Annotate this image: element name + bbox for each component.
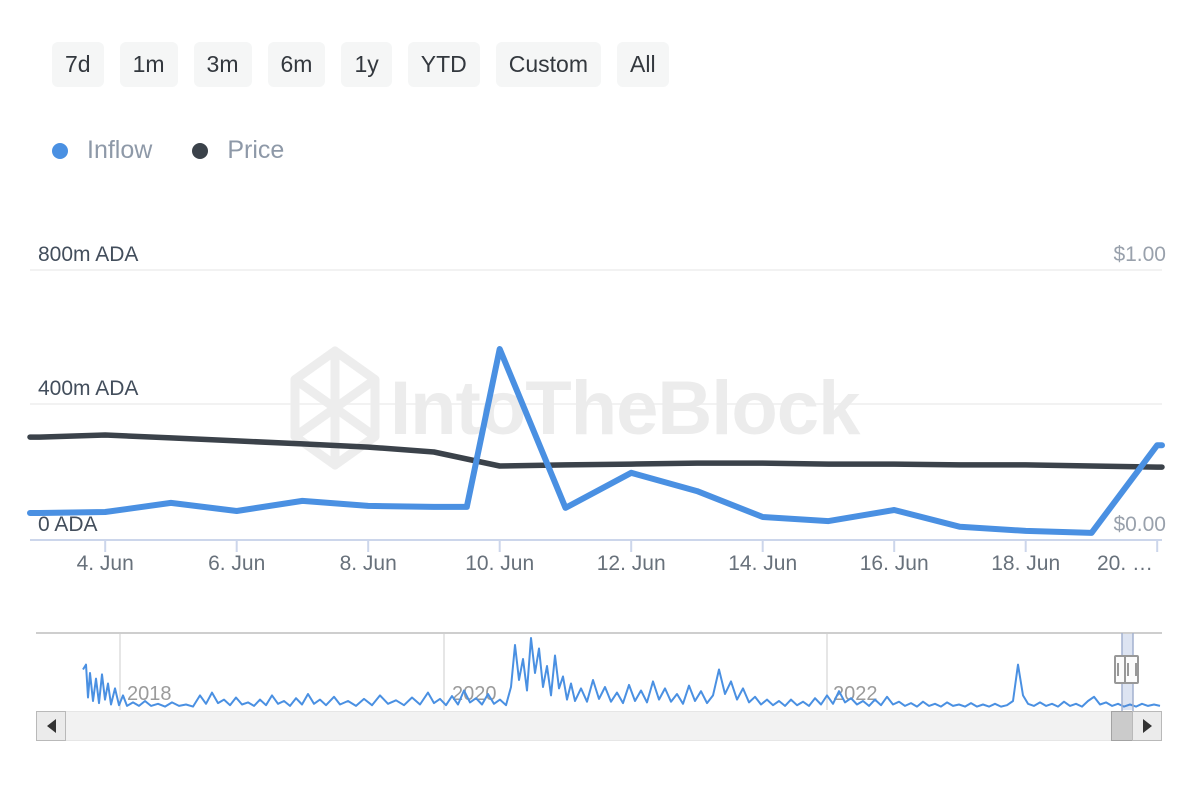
x-axis-label: 6. Jun bbox=[208, 552, 266, 575]
x-axis-label: 10. Jun bbox=[465, 552, 535, 575]
legend-marker-icon bbox=[52, 142, 68, 159]
main-plot-area[interactable] bbox=[30, 250, 1162, 540]
x-axis-label: 14. Jun bbox=[728, 552, 798, 575]
y-axis-right-label: $1.00 bbox=[1113, 243, 1166, 266]
y-axis-left-label: 800m ADA bbox=[38, 243, 139, 266]
x-axis-label: 8. Jun bbox=[339, 552, 397, 575]
range-button-7d[interactable]: 7d bbox=[52, 42, 104, 87]
legend-label: Inflow bbox=[87, 136, 153, 164]
scrollbar-right-button[interactable] bbox=[1132, 711, 1162, 741]
scrollbar-thumb[interactable] bbox=[1111, 711, 1133, 741]
range-button-ytd[interactable]: YTD bbox=[407, 42, 480, 87]
range-button-custom[interactable]: Custom bbox=[495, 42, 601, 87]
range-button-3m[interactable]: 3m bbox=[193, 42, 252, 87]
range-button-all[interactable]: All bbox=[617, 42, 669, 87]
range-button-1m[interactable]: 1m bbox=[119, 42, 178, 87]
range-button-6m[interactable]: 6m bbox=[267, 42, 326, 87]
x-axis-label: 12. Jun bbox=[596, 552, 666, 575]
legend-label: Price bbox=[227, 136, 285, 164]
right-arrow-icon bbox=[1142, 719, 1152, 733]
legend-item-price[interactable]: Price bbox=[192, 136, 284, 165]
legend-item-inflow[interactable]: Inflow bbox=[52, 136, 152, 165]
range-button-1y[interactable]: 1y bbox=[341, 42, 392, 87]
navigator-scrollbar bbox=[36, 711, 1162, 741]
navigator-handle-right[interactable] bbox=[1124, 655, 1139, 684]
legend-marker-icon bbox=[192, 142, 209, 159]
grip-icon bbox=[1126, 663, 1137, 676]
x-axis-label: 16. Jun bbox=[859, 552, 929, 575]
x-axis-label: 4. Jun bbox=[76, 552, 134, 575]
legend: Inflow Price bbox=[52, 136, 284, 165]
x-axis-label: 18. Jun bbox=[991, 552, 1061, 575]
range-selector: 7d 1m 3m 6m 1y YTD Custom All bbox=[52, 42, 669, 87]
scrollbar-track[interactable] bbox=[36, 711, 1162, 741]
left-arrow-icon bbox=[46, 719, 56, 733]
scrollbar-left-button[interactable] bbox=[36, 711, 66, 741]
x-axis-label: 20. … bbox=[1096, 552, 1154, 575]
navigator-area[interactable] bbox=[36, 633, 1162, 711]
